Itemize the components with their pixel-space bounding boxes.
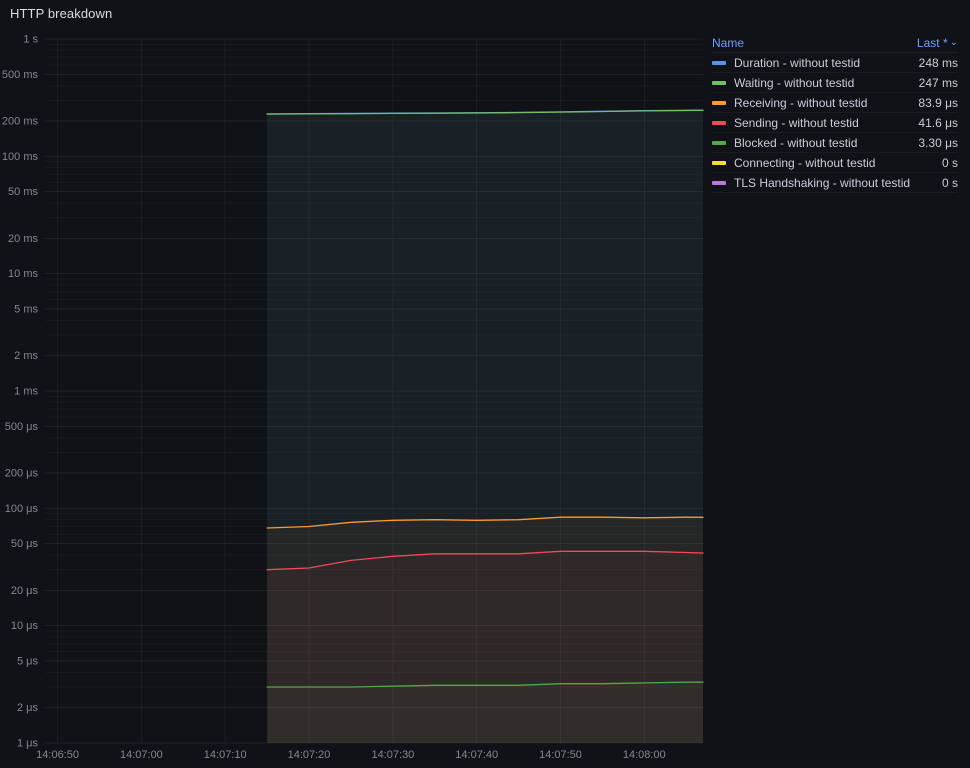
series-name: Waiting - without testid	[734, 75, 855, 90]
series-color-swatch	[712, 180, 726, 185]
series-color-swatch	[712, 100, 726, 105]
svg-text:10 μs: 10 μs	[11, 620, 39, 632]
panel-title[interactable]: HTTP breakdown	[10, 6, 113, 21]
svg-text:100 μs: 100 μs	[5, 503, 39, 515]
series-name: Blocked - without testid	[734, 135, 858, 150]
series-last-value: 3.30 μs	[918, 135, 958, 150]
svg-text:14:07:40: 14:07:40	[455, 749, 498, 761]
svg-text:1 ms: 1 ms	[14, 386, 38, 398]
svg-text:50 μs: 50 μs	[11, 538, 39, 550]
svg-text:14:06:50: 14:06:50	[36, 749, 79, 761]
svg-text:1 s: 1 s	[23, 34, 38, 46]
legend-row[interactable]: Sending - without testid 41.6 μs	[712, 113, 958, 133]
x-axis: 14:06:50 14:07:00 14:07:10 14:07:20 14:07:30…	[36, 749, 666, 761]
x-grid	[57, 39, 645, 743]
series-last-value: 247 ms	[918, 75, 958, 90]
svg-text:1 μs: 1 μs	[17, 738, 39, 750]
series-color-swatch	[712, 60, 726, 65]
series-last-value: 83.9 μs	[918, 95, 958, 110]
svg-text:14:07:50: 14:07:50	[539, 749, 582, 761]
series-color-swatch	[712, 120, 726, 125]
series-name: Receiving - without testid	[734, 95, 868, 110]
series-last-value: 0 s	[941, 155, 958, 170]
legend-row[interactable]: TLS Handshaking - without testid 0 s	[712, 173, 958, 193]
svg-text:200 ms: 200 ms	[2, 116, 39, 128]
svg-text:14:07:10: 14:07:10	[204, 749, 247, 761]
svg-text:2 μs: 2 μs	[17, 702, 39, 714]
svg-text:100 ms: 100 ms	[2, 151, 39, 163]
series-last-value: 41.6 μs	[918, 115, 958, 130]
svg-text:5 ms: 5 ms	[14, 304, 38, 316]
series-last-value: 0 s	[941, 175, 958, 190]
chart-svg[interactable]: 1 s 500 ms 200 ms 100 ms 50 ms 20 ms 10 ms 5 ms…	[0, 0, 712, 768]
series-fills	[267, 110, 703, 744]
svg-text:5 μs: 5 μs	[17, 656, 39, 668]
series-last-value: 248 ms	[918, 55, 958, 70]
svg-text:2 ms: 2 ms	[14, 350, 38, 362]
legend-row[interactable]: Connecting - without testid 0 s	[712, 153, 958, 173]
series-color-swatch	[712, 160, 726, 165]
svg-text:200 μs: 200 μs	[5, 468, 39, 480]
y-axis: 1 s 500 ms 200 ms 100 ms 50 ms 20 ms 10 ms 5 ms…	[2, 34, 703, 750]
svg-text:20 ms: 20 ms	[8, 233, 38, 245]
series-name: Duration - without testid	[734, 55, 861, 70]
legend-row[interactable]: Blocked - without testid 3.30 μs	[712, 133, 958, 153]
sort-caret-icon: ⌄	[949, 36, 958, 48]
svg-text:14:08:00: 14:08:00	[623, 749, 666, 761]
series-color-swatch	[712, 140, 726, 145]
svg-text:14:07:20: 14:07:20	[288, 749, 331, 761]
time-series-chart[interactable]: 1 s 500 ms 200 ms 100 ms 50 ms 20 ms 10 ms 5 ms…	[0, 0, 712, 768]
legend-header-last-label: Last *	[916, 35, 948, 50]
svg-text:50 ms: 50 ms	[8, 186, 38, 198]
legend-header-name[interactable]: Name	[712, 35, 745, 50]
series-name: Sending - without testid	[734, 115, 859, 130]
svg-text:500 μs: 500 μs	[5, 421, 39, 433]
legend-row[interactable]: Duration - without testid 248 ms	[712, 53, 958, 73]
svg-text:500 ms: 500 ms	[2, 69, 39, 81]
legend: Name Last * ⌄ Duration - without testid 2…	[712, 33, 958, 193]
series-name: TLS Handshaking - without testid	[734, 175, 911, 190]
series-color-swatch	[712, 80, 726, 85]
series-lines	[266, 109, 704, 688]
legend-header: Name Last * ⌄	[712, 33, 958, 53]
legend-header-last-sort[interactable]: Last * ⌄	[917, 36, 958, 50]
svg-text:14:07:30: 14:07:30	[371, 749, 414, 761]
series-name: Connecting - without testid	[734, 155, 876, 170]
svg-text:20 μs: 20 μs	[11, 585, 39, 597]
legend-row[interactable]: Receiving - without testid 83.9 μs	[712, 93, 958, 113]
svg-text:10 ms: 10 ms	[8, 268, 38, 280]
legend-rows: Duration - without testid 248 ms Waiting -…	[712, 53, 958, 193]
legend-row[interactable]: Waiting - without testid 247 ms	[712, 73, 958, 93]
svg-text:14:07:00: 14:07:00	[120, 749, 163, 761]
